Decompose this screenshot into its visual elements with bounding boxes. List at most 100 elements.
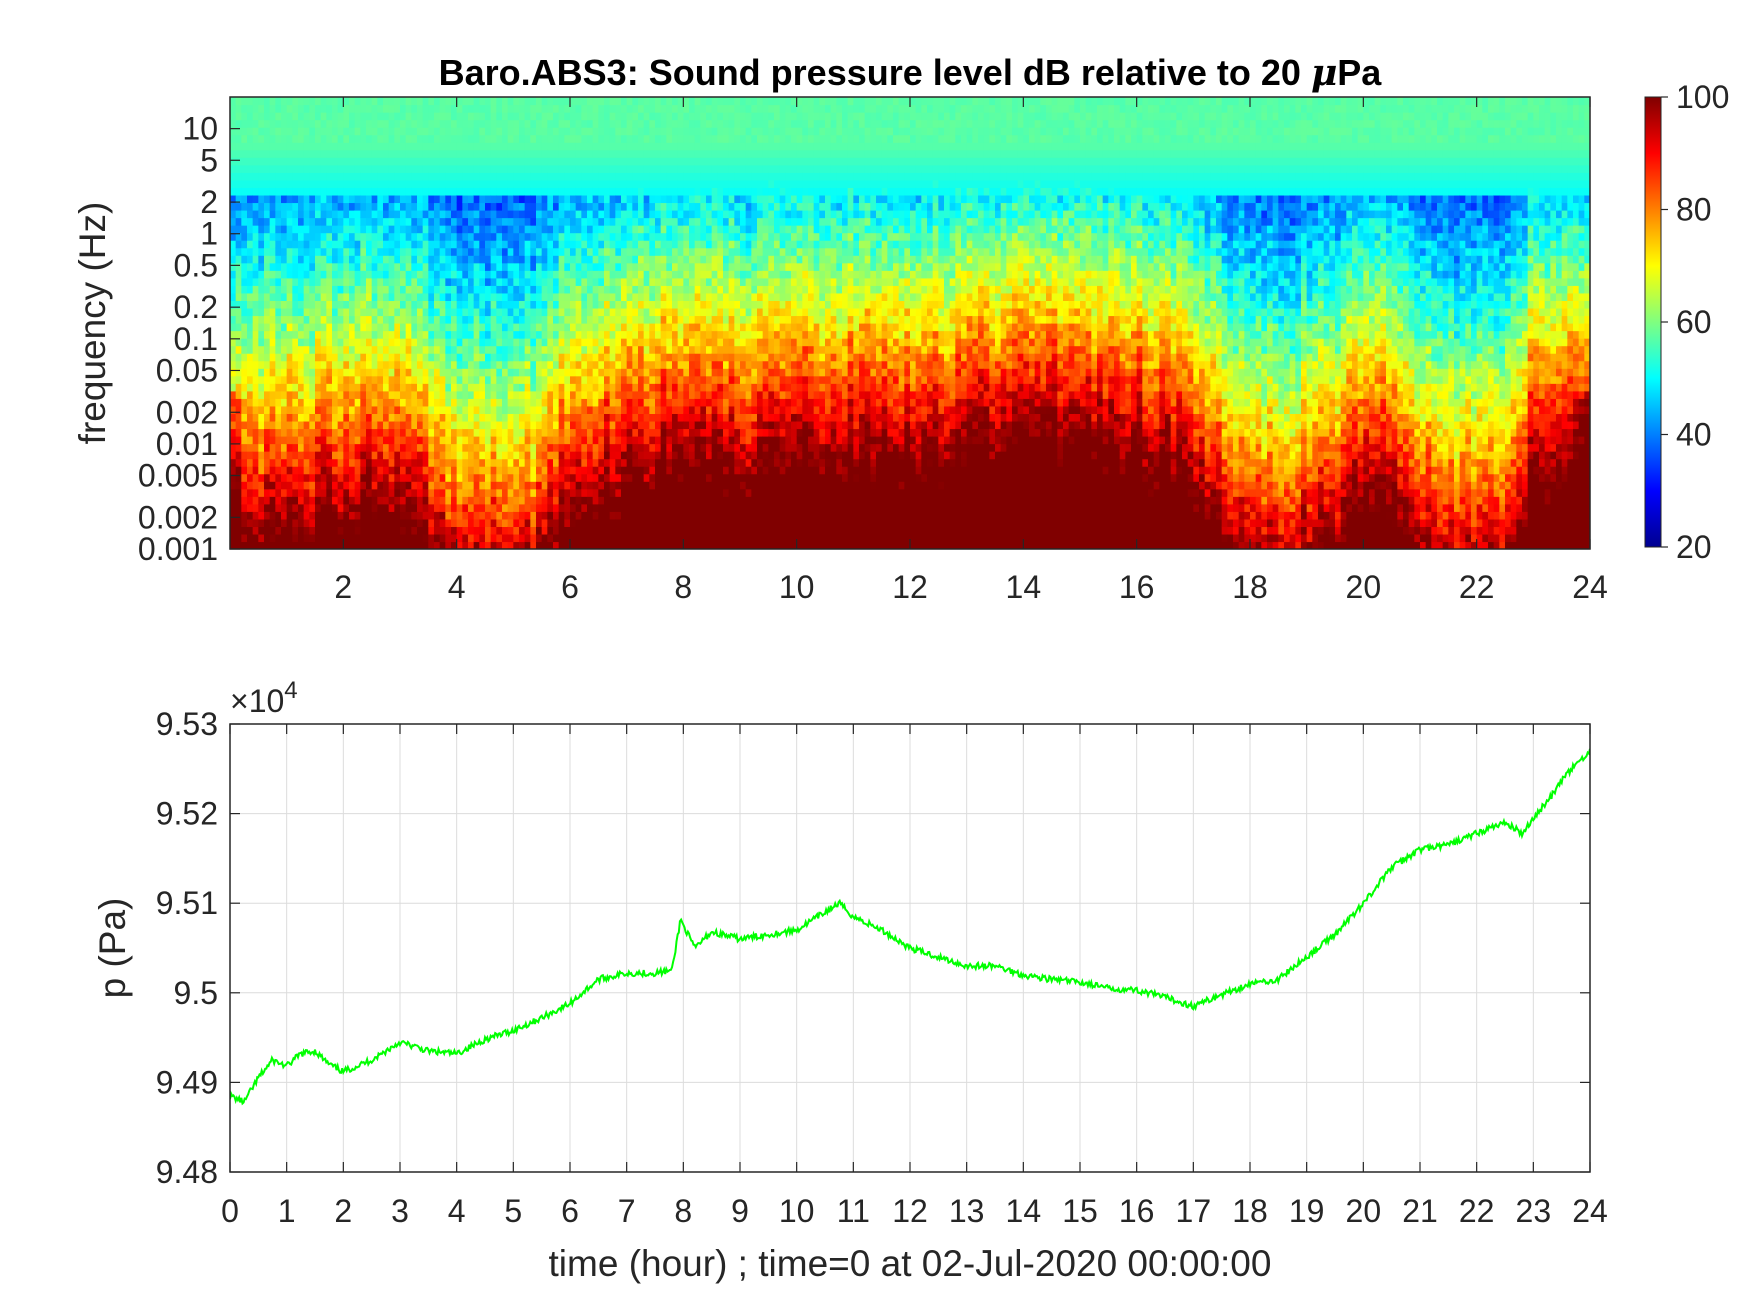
spectrogram-cell — [558, 390, 565, 399]
spectrogram-cell — [689, 112, 696, 121]
spectrogram-cell — [400, 533, 407, 543]
spectrogram-cell — [315, 360, 322, 369]
spectrogram-cell — [587, 210, 594, 219]
spectrogram-cell — [626, 451, 633, 460]
spectrogram-cell — [343, 210, 350, 219]
spectrogram-cell — [632, 255, 639, 264]
spectrogram-cell — [417, 526, 424, 535]
spectrogram-cell — [694, 187, 701, 196]
spectrogram-cell — [298, 338, 305, 347]
spectrogram-cell — [530, 210, 537, 219]
spectrogram-cell — [383, 194, 390, 204]
spectrogram-cell — [672, 217, 679, 226]
spectrogram-cell — [286, 436, 293, 445]
spectrogram-cell — [247, 360, 254, 369]
spectrogram-cell — [371, 300, 378, 309]
spectrogram-cell — [252, 345, 259, 354]
spectrogram-cell — [247, 202, 254, 211]
spectrogram-cell — [366, 511, 373, 520]
spectrogram-cell — [643, 240, 650, 249]
spectrogram-cell — [587, 353, 594, 362]
spectrogram-cell — [473, 210, 480, 219]
spectrogram-cell — [626, 262, 633, 271]
spectrogram-cell — [235, 164, 242, 173]
spectrogram-cell — [564, 142, 571, 151]
spectrogram-cell — [434, 134, 441, 143]
spectrogram-cell — [468, 179, 475, 188]
spectrogram-cell — [281, 225, 288, 234]
spectrogram-cell — [547, 307, 554, 317]
spectrogram-cell — [689, 172, 696, 181]
spectrogram-cell — [473, 119, 480, 128]
spectrogram-cell — [366, 112, 373, 121]
spectrogram-cell — [394, 232, 401, 241]
spectrogram-cell — [349, 104, 356, 113]
spectrogram-cell — [558, 262, 565, 271]
spectrogram-cell — [558, 368, 565, 377]
spectrogram-cell — [473, 353, 480, 362]
spectrogram-cell — [422, 360, 429, 369]
spectrogram-cell — [604, 142, 611, 151]
spectrogram-cell — [439, 458, 446, 467]
spectrogram-cell — [445, 383, 452, 392]
spectrogram-cell — [496, 526, 503, 535]
spectrogram-cell — [326, 443, 333, 452]
spectrogram-cell — [451, 217, 458, 226]
spectrogram-cell — [434, 443, 441, 452]
spectrogram-cell — [558, 451, 565, 460]
spectrogram-cell — [462, 481, 469, 490]
spectrogram-cell — [383, 285, 390, 294]
spectrogram-cell — [575, 398, 582, 407]
spectrogram-cell — [349, 240, 356, 249]
spectrogram-cell — [660, 119, 667, 128]
spectrogram-cell — [581, 443, 588, 452]
spectrogram-cell — [672, 315, 679, 324]
spectrogram-cell — [298, 315, 305, 324]
spectrogram-cell — [672, 443, 679, 452]
spectrogram-cell — [451, 315, 458, 324]
spectrogram-cell — [434, 149, 441, 158]
spectrogram-cell — [677, 225, 684, 234]
spectrogram-cell — [615, 225, 622, 234]
spectrogram-cell — [553, 511, 560, 520]
spectrogram-cell — [445, 247, 452, 256]
spectrogram-cell — [621, 210, 628, 219]
spectrogram-cell — [660, 458, 667, 467]
spectrogram-cell — [672, 436, 679, 445]
spectrogram-cell — [626, 481, 633, 490]
spectrogram-cell — [598, 503, 605, 512]
spectrogram-cell — [269, 526, 276, 535]
spectrogram-cell — [564, 481, 571, 490]
spectrogram-cell — [281, 323, 288, 332]
spectrogram-cell — [269, 390, 276, 399]
spectrogram-cell — [332, 97, 339, 106]
spectrogram-cell — [530, 232, 537, 241]
spectrogram-cell — [252, 330, 259, 339]
spectrogram-cell — [677, 541, 684, 549]
spectrogram-cell — [241, 420, 248, 430]
spectrogram-cell — [360, 443, 367, 452]
spectrogram-cell — [388, 458, 395, 467]
spectrogram-cell — [286, 157, 293, 166]
spectrogram-cell — [479, 398, 486, 407]
spectrogram-cell — [343, 541, 350, 549]
spectrogram-cell — [445, 481, 452, 490]
spectrogram-cell — [677, 97, 684, 106]
spectrogram-cell — [626, 323, 633, 332]
spectrogram-cell — [587, 262, 594, 271]
spectrogram-cell — [241, 247, 248, 256]
spectrogram-cell — [672, 338, 679, 347]
spectrogram-cell — [309, 436, 316, 445]
spectrogram-cell — [666, 390, 673, 399]
spectrogram-cell — [513, 119, 520, 128]
spectrogram-cell — [689, 187, 696, 196]
spectrogram-cell — [621, 277, 628, 286]
spectrogram-cell — [479, 481, 486, 490]
spectrogram-cell — [383, 458, 390, 467]
spectrogram-cell — [473, 436, 480, 445]
spectrogram-cell — [456, 307, 463, 317]
spectrogram-cell — [496, 345, 503, 354]
spectrogram-cell — [683, 443, 690, 452]
spectrogram-cell — [326, 307, 333, 317]
spectrogram-cell — [428, 292, 435, 301]
